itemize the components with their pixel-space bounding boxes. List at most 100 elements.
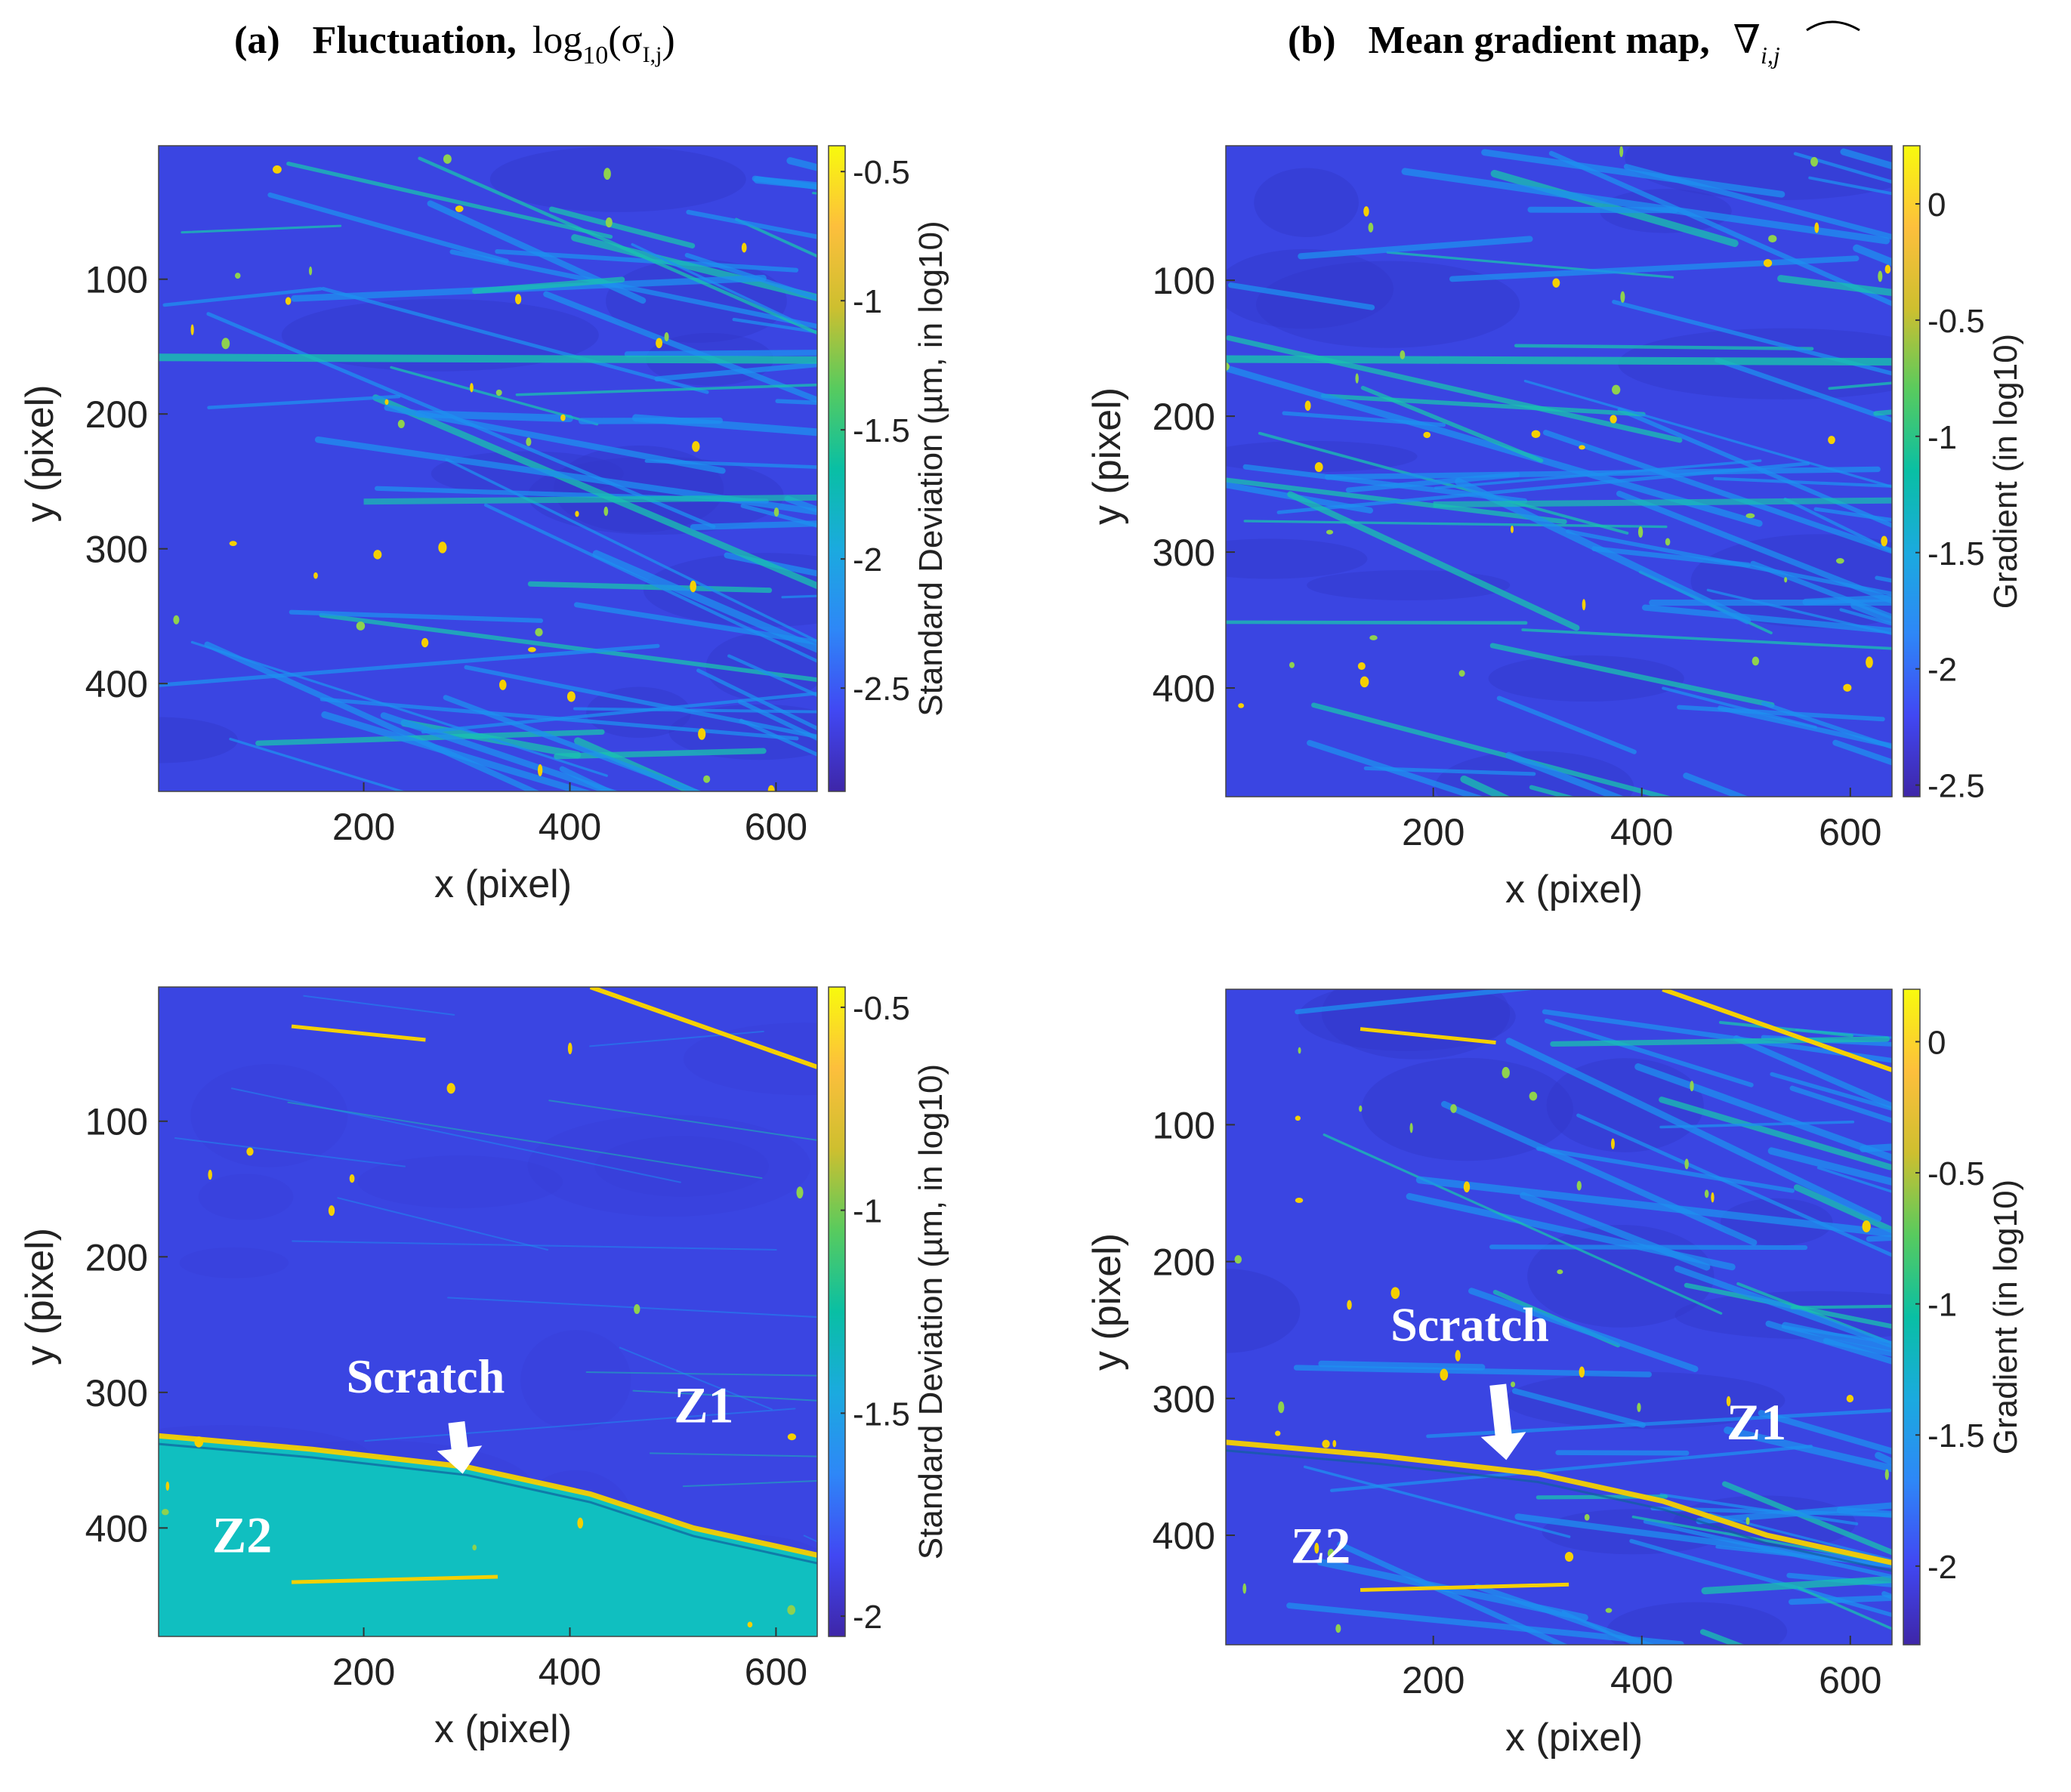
colorbar-label: Gradient (in log10): [1987, 1180, 2024, 1454]
bright-fiber: [291, 1575, 498, 1584]
fiber-streak: [548, 1100, 817, 1141]
feature-spot: [313, 572, 318, 579]
fiber-streak: [1303, 1465, 1571, 1538]
fiber-streak: [181, 224, 342, 234]
fiber-streak: [527, 581, 773, 594]
fiber-streak: [1307, 739, 1484, 797]
fiber-streak: [631, 242, 801, 325]
y-tick-label: 300: [85, 529, 148, 571]
feature-spot: [1828, 436, 1835, 445]
texture-patch: [1307, 569, 1511, 600]
feature-spot: [634, 1303, 640, 1315]
fiber-streak: [162, 287, 323, 307]
x-tick-label: 400: [539, 1651, 601, 1693]
fiber-streak: [696, 668, 817, 731]
heatmap-texture: [1226, 989, 1892, 1645]
x-axis-label: x (pixel): [1505, 868, 1643, 911]
feature-spot: [1726, 1396, 1731, 1407]
chart-a-top: 200 400 600 100 200 300 400 x (pixel) y (pixel) -…: [18, 145, 949, 906]
feature-spot: [1612, 384, 1621, 395]
feature-spot: [384, 399, 389, 406]
fiber-streak: [1298, 236, 1533, 260]
fiber-streak: [1650, 1506, 1892, 1517]
colorbar-tick-label: -2.5: [853, 671, 910, 708]
fiber-streak: [1496, 696, 1637, 754]
feature-spot: [526, 437, 532, 446]
texture-patch: [1226, 248, 1394, 329]
fiber-streak: [1287, 491, 1580, 631]
zone-z1-label: Z1: [1727, 1393, 1786, 1451]
fiber-streak: [1701, 1575, 1892, 1595]
fiber-streak: [1770, 1072, 1892, 1112]
fiber-streak: [286, 162, 613, 239]
fiber-streak: [624, 350, 817, 357]
fiber-streak: [1736, 1282, 1892, 1346]
fiber-streak: [548, 206, 696, 248]
colorbar-tick-label: -2: [1927, 1549, 1957, 1586]
texture-patch: [190, 1064, 348, 1167]
colorbar: [828, 145, 846, 792]
feature-spot: [1275, 1430, 1281, 1436]
fiber-streak: [1828, 381, 1892, 390]
fiber-streak: [363, 494, 817, 505]
fiber-streak: [1242, 464, 1528, 504]
fiber-streak: [1767, 1147, 1892, 1186]
texture-patch: [1504, 1371, 1786, 1430]
fiber-streak: [1555, 1450, 1690, 1456]
y-tick-label: 100: [85, 1101, 148, 1143]
feature-spot: [1557, 1269, 1563, 1275]
fiber-streak: [1793, 1184, 1892, 1234]
chart-b-top: 200 400 600 100 200 300 400 x (pixel) y (pixel) 0…: [1085, 145, 2024, 911]
colorbar-tick-label: -1.5: [1927, 535, 1985, 572]
feature-spot: [1610, 1138, 1615, 1149]
heatmap-background: [1226, 989, 1892, 1645]
feature-spot: [421, 637, 429, 648]
fiber-streak: [447, 1297, 817, 1319]
feature-spot: [1752, 656, 1760, 666]
fiber-streak: [1293, 1365, 1652, 1377]
fiber-streak: [1683, 773, 1749, 797]
x-tick-label: 200: [1402, 811, 1465, 853]
x-tick-label: 600: [1819, 1659, 1881, 1701]
fiber-streak: [1866, 1235, 1892, 1242]
fiber-streak: [207, 394, 401, 410]
fiber-streak: [1631, 1515, 1892, 1565]
feature-spot: [690, 580, 696, 593]
feature-spot: [528, 646, 536, 652]
colorbar-label: Standard Deviation (µm, in log10): [912, 1064, 949, 1559]
fiber-streak: [1489, 1245, 1808, 1251]
fiber-streak: [337, 1197, 549, 1251]
feature-spot: [1369, 635, 1378, 640]
texture-patch: [1488, 655, 1684, 702]
feature-spot: [1878, 270, 1883, 282]
feature-spot: [767, 785, 775, 791]
feature-spot: [1409, 1123, 1413, 1133]
chart-a-bottom: 200 400 600 100 200 300 400 x (pixel) y (pixel) -…: [18, 986, 949, 1751]
feature-spot: [1511, 1381, 1516, 1387]
bright-fiber: [291, 1024, 426, 1042]
texture-patch: [179, 1247, 289, 1278]
feature-spot: [1665, 538, 1671, 546]
texture-patch: [1606, 1602, 1788, 1645]
fiber-streak: [1521, 628, 1892, 650]
feature-spot: [535, 628, 543, 637]
feature-spot: [1881, 535, 1887, 547]
feature-spot: [1843, 683, 1852, 692]
y-axis-label: y (pixel): [18, 384, 62, 522]
feature-spot: [1582, 599, 1586, 611]
colorbar-label: Gradient (in log10): [1987, 334, 2024, 609]
feature-spot: [495, 389, 502, 396]
x-tick-label: 200: [1402, 1659, 1465, 1701]
x-tick-label: 200: [332, 806, 395, 848]
heatmap-texture: [1226, 146, 1892, 797]
fiber-streak: [1481, 149, 1786, 198]
feature-spot: [446, 1083, 455, 1094]
texture-patch: [683, 1022, 817, 1096]
x-tick-label: 600: [745, 806, 807, 848]
fiber-streak: [1798, 1587, 1892, 1630]
x-axis-label: x (pixel): [434, 862, 572, 906]
feature-spot: [498, 680, 507, 690]
feature-spot: [373, 550, 382, 560]
fiber-streak: [1311, 702, 1673, 797]
